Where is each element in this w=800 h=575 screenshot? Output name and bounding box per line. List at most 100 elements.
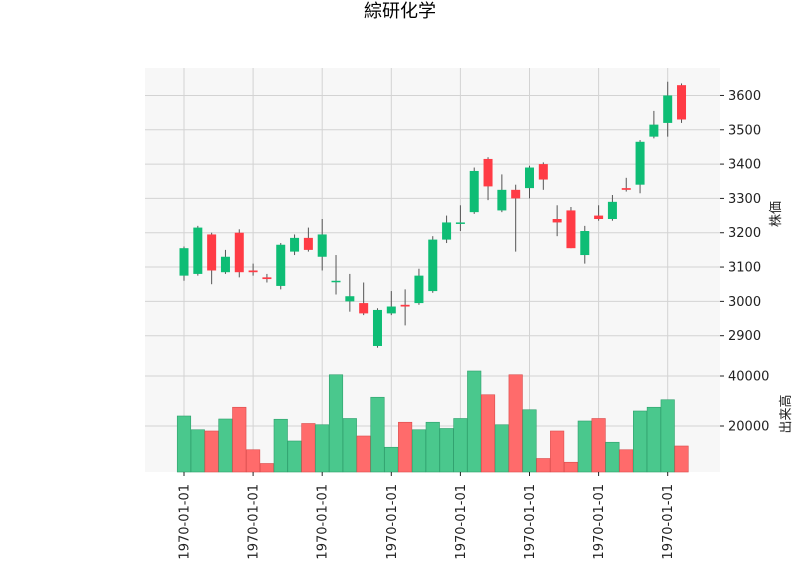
x-tick-label: 1970-01-01	[592, 484, 607, 560]
volume-bar	[508, 374, 523, 473]
candle-up	[525, 167, 534, 189]
candle-up	[372, 309, 382, 346]
candle-down	[621, 188, 631, 190]
volume-bar	[328, 374, 344, 473]
candle-down	[552, 219, 562, 223]
candle-up	[497, 189, 507, 211]
candle-up	[345, 296, 355, 302]
volume-tick-label: 40000	[728, 370, 769, 385]
candle-down	[538, 164, 548, 180]
volume-bar	[356, 435, 371, 473]
volume-bar	[398, 421, 413, 473]
candle-up	[649, 124, 659, 137]
volume-bar	[232, 406, 247, 473]
candle-down	[483, 158, 493, 187]
volume-panel: 20000 40000	[145, 358, 769, 473]
candle-up	[179, 248, 189, 276]
volume-bar	[315, 424, 330, 473]
volume-bar	[633, 410, 648, 473]
price-panel: 2900 3000 3100 3200 3300 3400 3500 3600	[145, 68, 761, 358]
x-tick-label: 1970-01-01	[247, 484, 262, 560]
volume-bar	[384, 446, 399, 473]
candle-up	[635, 141, 645, 185]
price-tick-label: 3100	[728, 261, 761, 276]
price-axis-label: 株価	[769, 201, 784, 227]
volume-bar	[453, 418, 468, 473]
volume-bar	[550, 430, 565, 473]
volume-bar	[273, 418, 288, 473]
volume-bar	[591, 418, 606, 473]
volume-bar	[536, 458, 551, 473]
volume-bar	[204, 430, 219, 473]
x-axis: 1970-01-01 1970-01-01 1970-01-01 1970-01-01…	[178, 472, 676, 560]
volume-bar	[563, 461, 579, 473]
candle-up	[663, 95, 673, 123]
volume-bar	[439, 428, 454, 473]
candle-down	[566, 210, 576, 249]
volume-bar	[176, 415, 192, 473]
volume-bar	[259, 463, 274, 473]
volume-bar	[660, 399, 675, 473]
volume-bar	[287, 440, 302, 473]
candle-up	[428, 239, 438, 292]
price-tick-label: 3400	[728, 158, 761, 173]
candle-up	[442, 222, 452, 240]
volume-bar	[646, 406, 661, 473]
x-tick-label: 1970-01-01	[661, 484, 676, 560]
volume-bar	[674, 445, 689, 473]
candle-down	[248, 270, 258, 273]
candle-up	[469, 170, 479, 213]
volume-bar	[246, 449, 261, 473]
price-tick-label: 3200	[728, 226, 761, 241]
volume-bar	[218, 418, 233, 473]
volume-axis-label: 出来高	[778, 394, 794, 433]
volume-bar	[370, 396, 385, 473]
volume-bar	[494, 424, 509, 473]
price-tick-label: 3600	[728, 89, 761, 104]
candle-up	[607, 201, 617, 220]
candle-up	[193, 227, 203, 274]
candle-up	[414, 275, 424, 304]
volume-bar	[301, 423, 316, 473]
volume-bar	[342, 418, 357, 473]
price-tick-label: 2900	[728, 329, 761, 344]
x-tick-label: 1970-01-01	[523, 484, 538, 560]
candle-up	[580, 231, 590, 256]
price-tick-label: 3300	[728, 192, 761, 207]
volume-bar	[577, 420, 592, 473]
candle-up	[290, 237, 300, 252]
volume-bar	[605, 441, 620, 473]
volume-bar	[522, 409, 537, 473]
candle-up	[455, 222, 465, 224]
candle-down	[262, 277, 272, 280]
x-tick-label: 1970-01-01	[454, 484, 469, 560]
x-tick-label: 1970-01-01	[178, 484, 193, 560]
candle-up	[276, 244, 286, 286]
x-tick-label: 1970-01-01	[385, 484, 400, 560]
candle-down	[511, 189, 521, 199]
volume-bar	[467, 370, 482, 473]
price-tick-label: 3500	[728, 123, 761, 138]
price-panel-background	[145, 68, 720, 358]
chart-title: 綜研化学	[364, 1, 436, 22]
candle-up	[331, 280, 341, 283]
volume-bar	[619, 449, 634, 473]
volume-tick-label: 20000	[728, 420, 769, 435]
volume-bar	[411, 429, 426, 473]
candle-down	[234, 232, 244, 273]
candle-up	[220, 256, 230, 273]
candle-down	[303, 237, 313, 250]
volume-bar	[425, 421, 440, 473]
candle-down	[677, 85, 687, 120]
volume-bar	[190, 429, 205, 473]
candle-down	[207, 234, 217, 271]
candle-down	[359, 303, 369, 314]
candle-up	[386, 306, 396, 314]
candle-up	[317, 234, 327, 257]
x-tick-label: 1970-01-01	[316, 484, 331, 560]
price-tick-label: 3000	[728, 295, 761, 310]
candle-down	[400, 304, 410, 307]
volume-bar	[480, 394, 496, 473]
candle-down	[594, 215, 604, 220]
